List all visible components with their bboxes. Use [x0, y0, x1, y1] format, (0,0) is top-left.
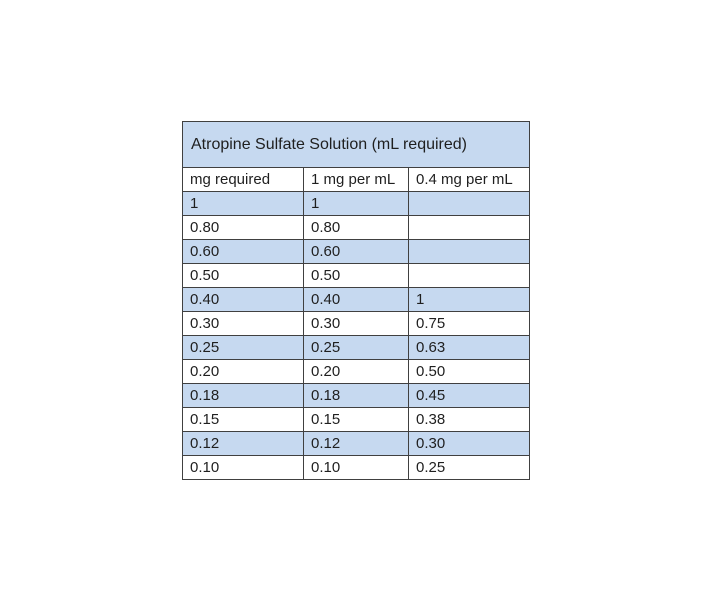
table-cell: 0.15 — [182, 407, 304, 432]
table-row: 0.50 0.50 — [182, 263, 531, 288]
table-row: 0.60 0.60 — [182, 239, 531, 264]
table-title: Atropine Sulfate Solution (mL required) — [181, 121, 531, 168]
table-cell: 0.63 — [407, 335, 531, 360]
column-header-mg-required: mg required — [182, 167, 304, 192]
table-cell: 0.60 — [182, 239, 304, 264]
table-row: 0.25 0.25 0.63 — [182, 335, 531, 360]
table-cell: 0.50 — [303, 263, 409, 288]
table-cell: 0.50 — [407, 359, 531, 384]
table-cell: 0.10 — [182, 455, 304, 480]
table-cell: 0.12 — [303, 431, 409, 456]
table-cell — [407, 239, 531, 264]
table-cell: 0.18 — [182, 383, 304, 408]
table-row: 0.12 0.12 0.30 — [182, 431, 531, 456]
table-cell: 0.38 — [407, 407, 531, 432]
table-title-row: Atropine Sulfate Solution (mL required) — [181, 121, 531, 168]
table-cell: 0.60 — [303, 239, 409, 264]
table-cell: 0.30 — [407, 431, 531, 456]
column-header-1mg-per-ml: 1 mg per mL — [303, 167, 409, 192]
table-cell: 1 — [303, 191, 409, 216]
table-cell: 0.18 — [303, 383, 409, 408]
table-cell: 0.30 — [303, 311, 409, 336]
table-cell — [407, 215, 531, 240]
table-cell: 0.12 — [182, 431, 304, 456]
table-row: 0.15 0.15 0.38 — [182, 407, 531, 432]
table-header-row: mg required 1 mg per mL 0.4 mg per mL — [182, 167, 531, 192]
table-cell: 1 — [182, 191, 304, 216]
table-row: 0.10 0.10 0.25 — [182, 455, 531, 480]
table-cell: 0.50 — [182, 263, 304, 288]
table-cell: 0.25 — [407, 455, 531, 480]
table-body: 1 1 0.80 0.80 0.60 0.60 0.50 0.50 0.40 0.40 1 0.30 0… — [182, 191, 531, 480]
table-row: 0.40 0.40 1 — [182, 287, 531, 312]
table-cell: 0.45 — [407, 383, 531, 408]
table-cell — [407, 263, 531, 288]
table-cell: 0.30 — [182, 311, 304, 336]
table-row: 0.18 0.18 0.45 — [182, 383, 531, 408]
table-cell: 0.80 — [303, 215, 409, 240]
table-cell: 0.25 — [303, 335, 409, 360]
table-cell: 0.20 — [182, 359, 304, 384]
table-cell: 0.40 — [303, 287, 409, 312]
table-cell: 0.15 — [303, 407, 409, 432]
table-row: 0.80 0.80 — [182, 215, 531, 240]
table-cell: 1 — [407, 287, 531, 312]
column-header-0-4mg-per-ml: 0.4 mg per mL — [407, 167, 531, 192]
table-cell: 0.80 — [182, 215, 304, 240]
table-cell: 0.40 — [182, 287, 304, 312]
table-cell: 0.20 — [303, 359, 409, 384]
table-cell — [407, 191, 531, 216]
atropine-dosage-table: Atropine Sulfate Solution (mL required) … — [181, 121, 531, 480]
table-cell: 0.75 — [407, 311, 531, 336]
table-cell: 0.25 — [182, 335, 304, 360]
table-row: 0.30 0.30 0.75 — [182, 311, 531, 336]
table-row: 0.20 0.20 0.50 — [182, 359, 531, 384]
table-cell: 0.10 — [303, 455, 409, 480]
